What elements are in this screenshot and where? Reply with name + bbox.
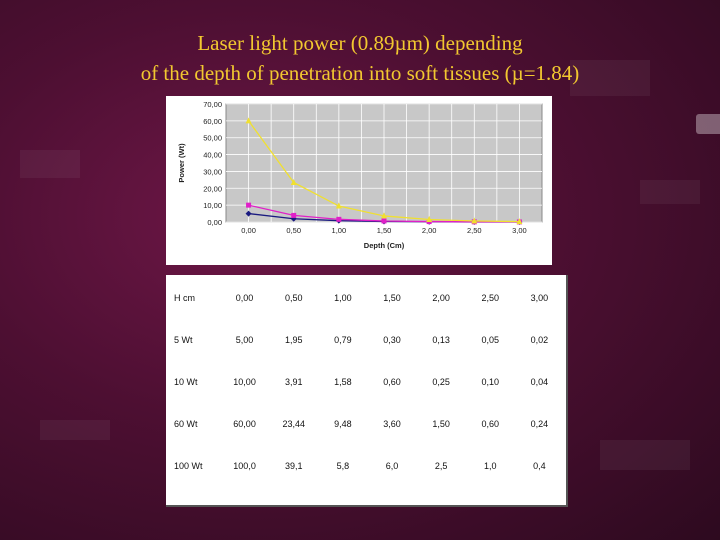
data-point-1 (381, 218, 387, 224)
y-tick-label: 20,00 (203, 184, 222, 193)
row-header-cell: H cm (174, 293, 195, 303)
table-cell: 100,0 (233, 461, 256, 471)
table-cell: 39,1 (284, 461, 303, 471)
table-cell: 1,50 (432, 419, 450, 429)
table-row: 10 Wt 10,00 3,91 1,58 0,60 0,25 0,10 0,04 (168, 361, 564, 403)
data-point-2 (471, 217, 478, 224)
table-cell: 0,05 (481, 335, 500, 345)
table-cell: 3,60 (383, 419, 401, 429)
y-tick-label: 50,00 (203, 134, 222, 143)
x-tick-label: 3,00 (512, 226, 527, 235)
decor-block (640, 180, 700, 204)
data-point-1 (246, 202, 252, 208)
table-cell: 0,13 (432, 335, 450, 345)
decor-block (570, 60, 650, 96)
table-cell: 1,0 (484, 461, 497, 471)
y-tick-label: 30,00 (203, 167, 222, 176)
x-tick-label: 2,50 (467, 226, 482, 235)
title-line-2: of the depth of penetration into soft ti… (140, 61, 580, 85)
table-cell: 0,04 (530, 377, 549, 387)
x-tick-label: 2,00 (422, 226, 437, 235)
table-row: 5 Wt 5,00 1,95 0,79 0,30 0,13 0,05 0,02 (168, 319, 564, 361)
table-row: H cm 0,00 0,50 1,00 1,50 2,00 2,50 3,00 (168, 277, 564, 319)
title-line-1: Laser light power (0.89µm) depending (197, 31, 523, 55)
y-tick-label: 60,00 (203, 117, 222, 126)
data-point-2 (335, 202, 342, 209)
table-cell: 10,00 (233, 377, 256, 387)
table-cell: 23,44 (282, 419, 305, 429)
table-cell: 1,58 (334, 377, 352, 387)
y-axis-label: Power (Wt) (177, 143, 186, 183)
data-point-2 (516, 218, 523, 225)
table-cell: 3,00 (530, 293, 549, 303)
y-tick-label: 70,00 (203, 100, 222, 109)
table-cell: 1,95 (284, 335, 303, 345)
x-tick-label: 1,50 (377, 226, 392, 235)
x-axis-label: Depth (Cm) (364, 241, 405, 250)
data-point-2 (245, 117, 252, 124)
table-cell: 60,00 (233, 419, 256, 429)
table-cell: 5,00 (235, 335, 254, 345)
decor-block (600, 440, 690, 470)
row-header-cell: 5 Wt (174, 335, 193, 345)
data-table: H cm 0,00 0,50 1,00 1,50 2,00 2,50 3,00 5 Wt 5,00… (168, 277, 564, 487)
table-row: 60 Wt 60,00 23,44 9,48 3,60 1,50 0,60 0,24 (168, 403, 564, 445)
table-cell: 3,91 (284, 377, 303, 387)
y-tick-label: 10,00 (203, 201, 222, 210)
line-chart: 0,00 10,00 20,00 30,00 40,00 50,00 60,00 70,00 0… (177, 100, 543, 250)
row-header-cell: 100 Wt (174, 461, 203, 471)
data-point-2 (290, 178, 297, 185)
y-tick-label: 0,00 (207, 218, 222, 227)
table-cell: 0,60 (383, 377, 401, 387)
data-table-panel: H cm 0,00 0,50 1,00 1,50 2,00 2,50 3,00 5 Wt 5,00… (166, 275, 568, 507)
table-row: 100 Wt 100,0 39,1 5,8 6,0 2,5 1,0 0,4 (168, 445, 564, 487)
table-cell: 0,79 (334, 335, 352, 345)
data-point-2 (381, 212, 387, 219)
decor-tab (696, 114, 720, 134)
table-cell: 0,60 (481, 419, 500, 429)
x-tick-label: 0,50 (286, 226, 301, 235)
data-point-0 (245, 210, 252, 217)
data-point-1 (291, 212, 297, 218)
row-header-cell: 60 Wt (174, 419, 198, 429)
chart-panel: 0,00 10,00 20,00 30,00 40,00 50,00 60,00 70,00 0… (166, 96, 552, 265)
table-cell: 2,5 (434, 461, 448, 471)
x-tick-label: 1,00 (332, 226, 347, 235)
table-cell: 0,25 (432, 377, 450, 387)
data-point-1 (336, 216, 342, 222)
table-cell: 1,50 (383, 293, 401, 303)
y-tick-label: 40,00 (203, 151, 222, 160)
x-tick-label: 0,00 (241, 226, 256, 235)
table-cell: 0,24 (530, 419, 549, 429)
row-header-cell: 10 Wt (174, 377, 198, 387)
decor-block (20, 150, 80, 178)
table-cell: 6,0 (385, 461, 399, 471)
table-cell: 0,4 (533, 461, 546, 471)
table-cell: 5,8 (336, 461, 350, 471)
decor-block (40, 420, 110, 440)
table-cell: 2,50 (481, 293, 500, 303)
table-cell: 0,50 (284, 293, 303, 303)
data-point-2 (426, 215, 433, 222)
table-cell: 0,02 (530, 335, 549, 345)
table-cell: 0,10 (481, 377, 500, 387)
slide-title: Laser light power (0.89µm) depending of … (40, 28, 680, 88)
table-cell: 2,00 (432, 293, 450, 303)
table-cell: 1,00 (334, 293, 352, 303)
table-cell: 9,48 (334, 419, 352, 429)
table-cell: 0,30 (383, 335, 401, 345)
table-cell: 0,00 (235, 293, 254, 303)
